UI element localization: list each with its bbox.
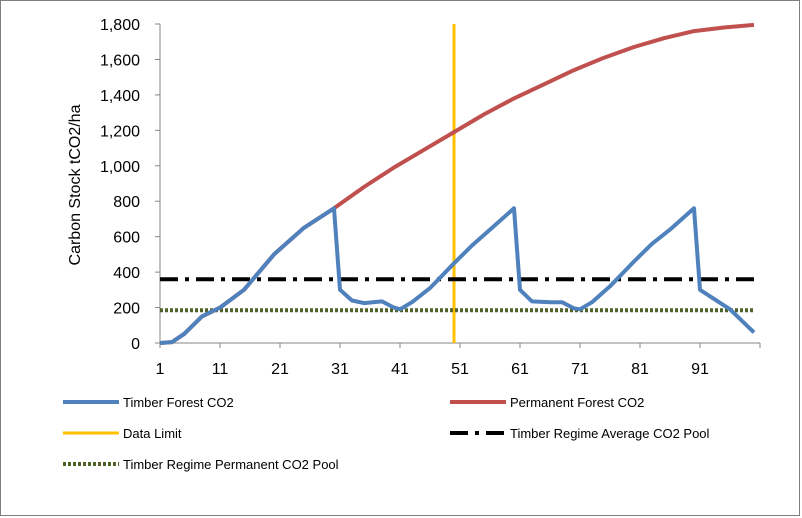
x-tick-label: 41 (391, 361, 409, 378)
legend-item-data-limit: Data Limit (63, 426, 182, 441)
x-tick-label: 81 (631, 361, 649, 378)
y-tick-label: 1,200 (100, 123, 140, 140)
plot-area (159, 22, 756, 345)
y-axis-title: Carbon Stock tCO2/ha (67, 104, 84, 265)
y-axis-label: Carbon Stock tCO2/ha (67, 104, 84, 265)
series-line-timber-forest-co2 (159, 206, 756, 345)
y-tick-label: 0 (131, 336, 140, 353)
x-tick-label: 1 (156, 361, 165, 378)
legend-item-timber-forest-co2: Timber Forest CO2 (63, 395, 234, 410)
y-tick-label: 200 (113, 301, 140, 318)
x-tick-label: 31 (331, 361, 349, 378)
x-tick-label: 21 (271, 361, 289, 378)
legend-item-timber-regime-average-co2-pool: Timber Regime Average CO2 Pool (450, 426, 710, 441)
legend: Timber Forest CO2 Permanent Forest CO2 Dat… (63, 395, 710, 472)
y-tick-label: 1,400 (100, 88, 140, 105)
legend-item-permanent-forest-co2: Permanent Forest CO2 (450, 395, 644, 410)
y-tick-label: 400 (113, 265, 140, 282)
legend-label: Timber Regime Permanent CO2 Pool (123, 457, 339, 472)
y-tick-label: 600 (113, 230, 140, 247)
x-tick-label: 61 (511, 361, 529, 378)
x-tick-label: 91 (691, 361, 709, 378)
series-line-permanent-forest-co2 (159, 22, 755, 345)
y-tick-label: 1,600 (100, 52, 140, 69)
legend-label: Timber Regime Average CO2 Pool (510, 426, 710, 441)
y-tick-label: 800 (113, 194, 140, 211)
x-tick-label: 71 (571, 361, 589, 378)
legend-item-timber-regime-permanent-co2-pool: Timber Regime Permanent CO2 Pool (63, 457, 339, 472)
legend-label: Permanent Forest CO2 (510, 395, 644, 410)
y-tick-label: 1,800 (100, 17, 140, 34)
y-tick-label: 1,000 (100, 159, 140, 176)
x-tick-label: 11 (212, 361, 229, 378)
x-tick-label: 51 (451, 361, 469, 378)
legend-label: Data Limit (123, 426, 182, 441)
legend-label: Timber Forest CO2 (123, 395, 234, 410)
